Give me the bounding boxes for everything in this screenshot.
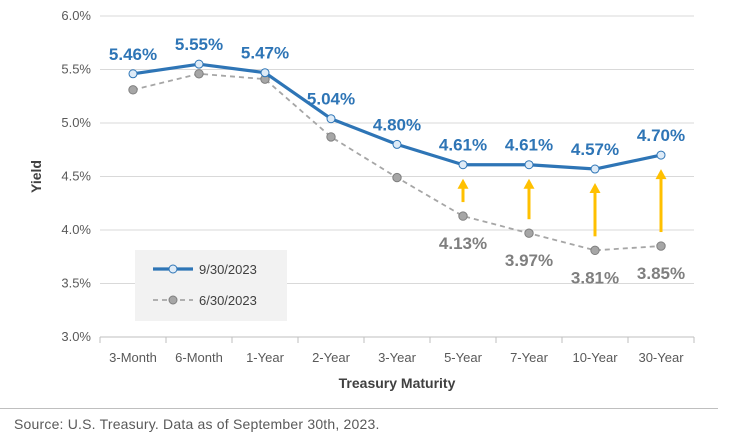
y-tick-label: 6.0%	[61, 8, 91, 23]
x-tick-label: 2-Year	[312, 350, 350, 365]
point-6-30-2023	[656, 241, 666, 251]
legend-marker-6-30-2023	[168, 295, 178, 305]
series-group	[128, 59, 666, 256]
data-label-9-30-2023: 5.55%	[175, 35, 223, 54]
point-9-30-2023	[128, 69, 138, 79]
up-arrow-head	[457, 178, 469, 189]
point-6-30-2023	[326, 132, 336, 142]
x-axis-ticks: 3-Month 6-Month 1-Year 2-Year 3-Year 5-Year 7-…	[99, 337, 695, 365]
x-tick-label: 1-Year	[246, 350, 284, 365]
legend-label-6-30-2023: 6/30/2023	[199, 293, 257, 308]
data-label-9-30-2023: 4.70%	[637, 126, 685, 145]
data-label-9-30-2023: 4.57%	[571, 140, 619, 159]
data-label-9-30-2023: 5.04%	[307, 90, 355, 109]
data-label-9-30-2023: 4.61%	[439, 136, 487, 155]
x-axis-title: Treasury Maturity	[339, 375, 456, 391]
legend: 9/30/2023 6/30/2023	[135, 250, 287, 321]
point-9-30-2023	[326, 114, 336, 124]
y-tick-label: 5.5%	[61, 62, 91, 77]
data-label-9-30-2023: 5.46%	[109, 45, 157, 64]
y-tick-label: 3.0%	[61, 329, 91, 344]
x-tick-label: 30-Year	[638, 350, 684, 365]
point-6-30-2023	[128, 85, 138, 95]
point-9-30-2023	[524, 160, 534, 170]
x-tick-label: 7-Year	[510, 350, 548, 365]
point-6-30-2023	[392, 172, 402, 183]
y-tick-label: 4.0%	[61, 222, 91, 237]
point-9-30-2023	[392, 139, 402, 149]
x-tick-label: 5-Year	[444, 350, 482, 365]
x-tick-label: 3-Month	[109, 350, 157, 365]
data-label-9-30-2023: 5.47%	[241, 44, 289, 63]
point-6-30-2023	[194, 69, 204, 79]
data-label-6-30-2023: 3.97%	[505, 251, 553, 270]
point-6-30-2023	[458, 211, 468, 221]
legend-marker-9-30-2023	[168, 264, 178, 274]
point-9-30-2023	[656, 150, 666, 160]
up-arrow-head	[589, 183, 601, 194]
data-labels: 5.46% 5.55% 5.47% 5.04% 4.80% 4.61% 4.61% 4.57%…	[109, 35, 685, 287]
up-arrow-head	[523, 178, 535, 189]
y-tick-label: 5.0%	[61, 115, 91, 130]
point-9-30-2023	[194, 59, 204, 69]
x-tick-label: 6-Month	[175, 350, 223, 365]
data-label-9-30-2023: 4.61%	[505, 136, 553, 155]
data-label-9-30-2023: 4.80%	[373, 115, 421, 134]
data-label-6-30-2023: 4.13%	[439, 234, 487, 253]
x-tick-label: 3-Year	[378, 350, 416, 365]
point-6-30-2023	[590, 245, 600, 256]
source-note: Source: U.S. Treasury. Data as of Septem…	[14, 416, 380, 432]
point-6-30-2023	[524, 228, 534, 238]
y-axis-ticks: 3.0% 3.5% 4.0% 4.5% 5.0% 5.5% 6.0%	[61, 8, 91, 344]
point-9-30-2023	[590, 164, 600, 174]
change-arrows	[457, 169, 667, 237]
x-tick-label: 10-Year	[572, 350, 618, 365]
point-9-30-2023	[260, 68, 270, 78]
legend-box	[135, 250, 287, 321]
legend-label-9-30-2023: 9/30/2023	[199, 262, 257, 277]
y-tick-label: 3.5%	[61, 276, 91, 291]
up-arrow-head	[655, 169, 667, 180]
data-label-6-30-2023: 3.81%	[571, 268, 619, 287]
y-tick-label: 4.5%	[61, 169, 91, 184]
data-label-6-30-2023: 3.85%	[637, 264, 685, 283]
point-9-30-2023	[458, 160, 468, 170]
y-axis-title: Yield	[28, 160, 44, 193]
source-divider	[0, 408, 718, 409]
series-line-6-30-2023	[132, 72, 662, 252]
